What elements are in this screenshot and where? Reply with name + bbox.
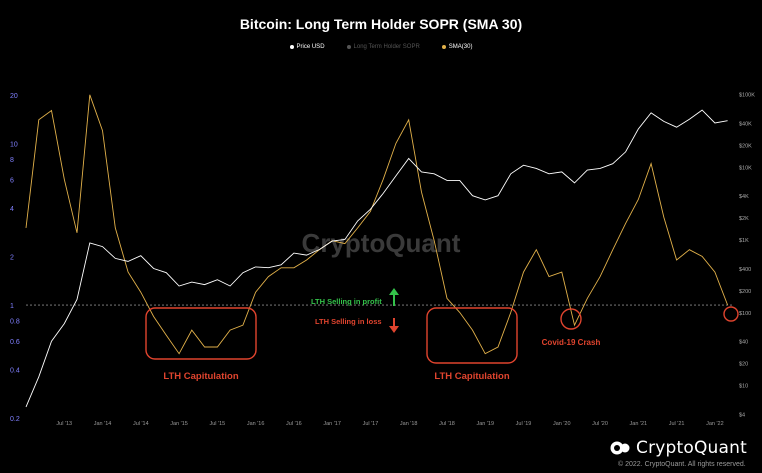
- y-right-tick-label: $40: [739, 340, 748, 346]
- y-left-tick-label: 0.8: [10, 319, 20, 326]
- y-right-tick-label: $20K: [739, 143, 752, 149]
- x-tick-label: Jan '20: [553, 421, 571, 427]
- loss-label: LTH Selling in loss: [315, 317, 382, 326]
- brand-name: CryptoQuant: [636, 438, 747, 458]
- y-left-tick-label: 8: [10, 157, 14, 164]
- capitulation-box-2: [426, 307, 518, 364]
- x-tick-label: Jan '15: [170, 421, 188, 427]
- y-right-tick-label: $20: [739, 362, 748, 368]
- legend-item-price[interactable]: Price USD: [289, 44, 325, 50]
- capitulation-label-2: LTH Capitulation: [434, 371, 509, 382]
- profit-label: LTH Selling in profit: [311, 297, 382, 306]
- covid-circle: [560, 308, 582, 330]
- y-right-tick-label: $10: [739, 384, 748, 390]
- brand: CryptoQuant: [610, 438, 747, 458]
- y-right-tick-label: $2K: [739, 216, 749, 222]
- y-left-tick-label: 10: [10, 141, 18, 148]
- y-left-tick-label: 0.2: [10, 416, 20, 423]
- x-tick-label: Jan '14: [94, 421, 112, 427]
- legend-dot-sopr: [346, 45, 351, 49]
- legend-dot-sma: [441, 45, 446, 49]
- y-left-tick-label: 2: [10, 254, 14, 261]
- left-axis: 0.2 0.4 0.6 0.8 1 2 4 6 8 10 20: [10, 93, 20, 423]
- x-tick-label: Jul '17: [363, 421, 379, 427]
- x-tick-label: Jul '14: [133, 421, 149, 427]
- legend-label-sma: SMA(30): [448, 44, 473, 50]
- x-tick-label: Jul '13: [56, 421, 72, 427]
- covid-label: Covid-19 Crash: [542, 338, 601, 347]
- series-line-price-usd: [25, 109, 728, 408]
- legend-dot-price: [289, 45, 294, 49]
- x-axis: Jul '13 Jan '14 Jul '14 Jan '15 Jul '15 Jan '…: [56, 421, 723, 427]
- y-right-tick-label: $400: [739, 267, 751, 273]
- series-line-sma30: [25, 94, 729, 355]
- legend-label-price: Price USD: [296, 44, 325, 50]
- y-right-tick-label: $100K: [739, 93, 755, 99]
- x-tick-label: Jul '15: [209, 421, 225, 427]
- x-tick-label: Jan '18: [400, 421, 418, 427]
- legend-item-sma[interactable]: SMA(30): [441, 44, 473, 50]
- y-left-tick-label: 0.6: [10, 339, 20, 346]
- y-left-tick-label: 1: [10, 303, 14, 310]
- capitulation-label-1: LTH Capitulation: [163, 371, 238, 382]
- copyright: © 2022. CryptoQuant. All rights reserved…: [618, 461, 746, 468]
- capitulation-box-1: [145, 307, 257, 360]
- legend-item-sopr[interactable]: Long Term Holder SOPR: [346, 44, 420, 50]
- x-tick-label: Jul '19: [516, 421, 532, 427]
- watermark: CryptoQuant: [302, 228, 461, 258]
- y-left-tick-label: 20: [10, 93, 18, 100]
- x-tick-label: Jul '18: [439, 421, 455, 427]
- y-right-tick-label: $100: [739, 311, 751, 317]
- down-arrow-icon: [389, 318, 399, 333]
- x-tick-label: Jan '17: [323, 421, 341, 427]
- y-right-tick-label: $4: [739, 413, 745, 419]
- y-right-tick-label: $1K: [739, 238, 749, 244]
- x-tick-label: Jan '16: [247, 421, 265, 427]
- cryptoquant-logo-icon: [610, 441, 630, 455]
- right-axis: $4 $10 $20 $40 $100 $200 $400 $1K $2K $4K $10K $20K…: [739, 93, 755, 419]
- y-right-tick-label: $10K: [739, 165, 752, 171]
- x-tick-label: Jul '16: [286, 421, 302, 427]
- y-left-tick-label: 6: [10, 177, 14, 184]
- legend-label-sopr: Long Term Holder SOPR: [353, 44, 420, 50]
- y-right-tick-label: $200: [739, 289, 751, 295]
- y-right-tick-label: $4K: [739, 194, 749, 200]
- y-left-tick-label: 0.4: [10, 367, 20, 374]
- x-tick-label: Jul '20: [592, 421, 608, 427]
- legend: Price USD Long Term Holder SOPR SMA(30): [0, 44, 762, 50]
- y-right-tick-label: $40K: [739, 121, 752, 127]
- x-tick-label: Jul '21: [669, 421, 685, 427]
- x-tick-label: Jan '21: [630, 421, 648, 427]
- chart-title: Bitcoin: Long Term Holder SOPR (SMA 30): [239, 16, 523, 32]
- x-tick-label: Jan '19: [476, 421, 494, 427]
- y-left-tick-label: 4: [10, 206, 14, 213]
- latest-circle: [723, 306, 739, 322]
- up-arrow-icon: [389, 288, 399, 306]
- x-tick-label: Jan '22: [706, 421, 724, 427]
